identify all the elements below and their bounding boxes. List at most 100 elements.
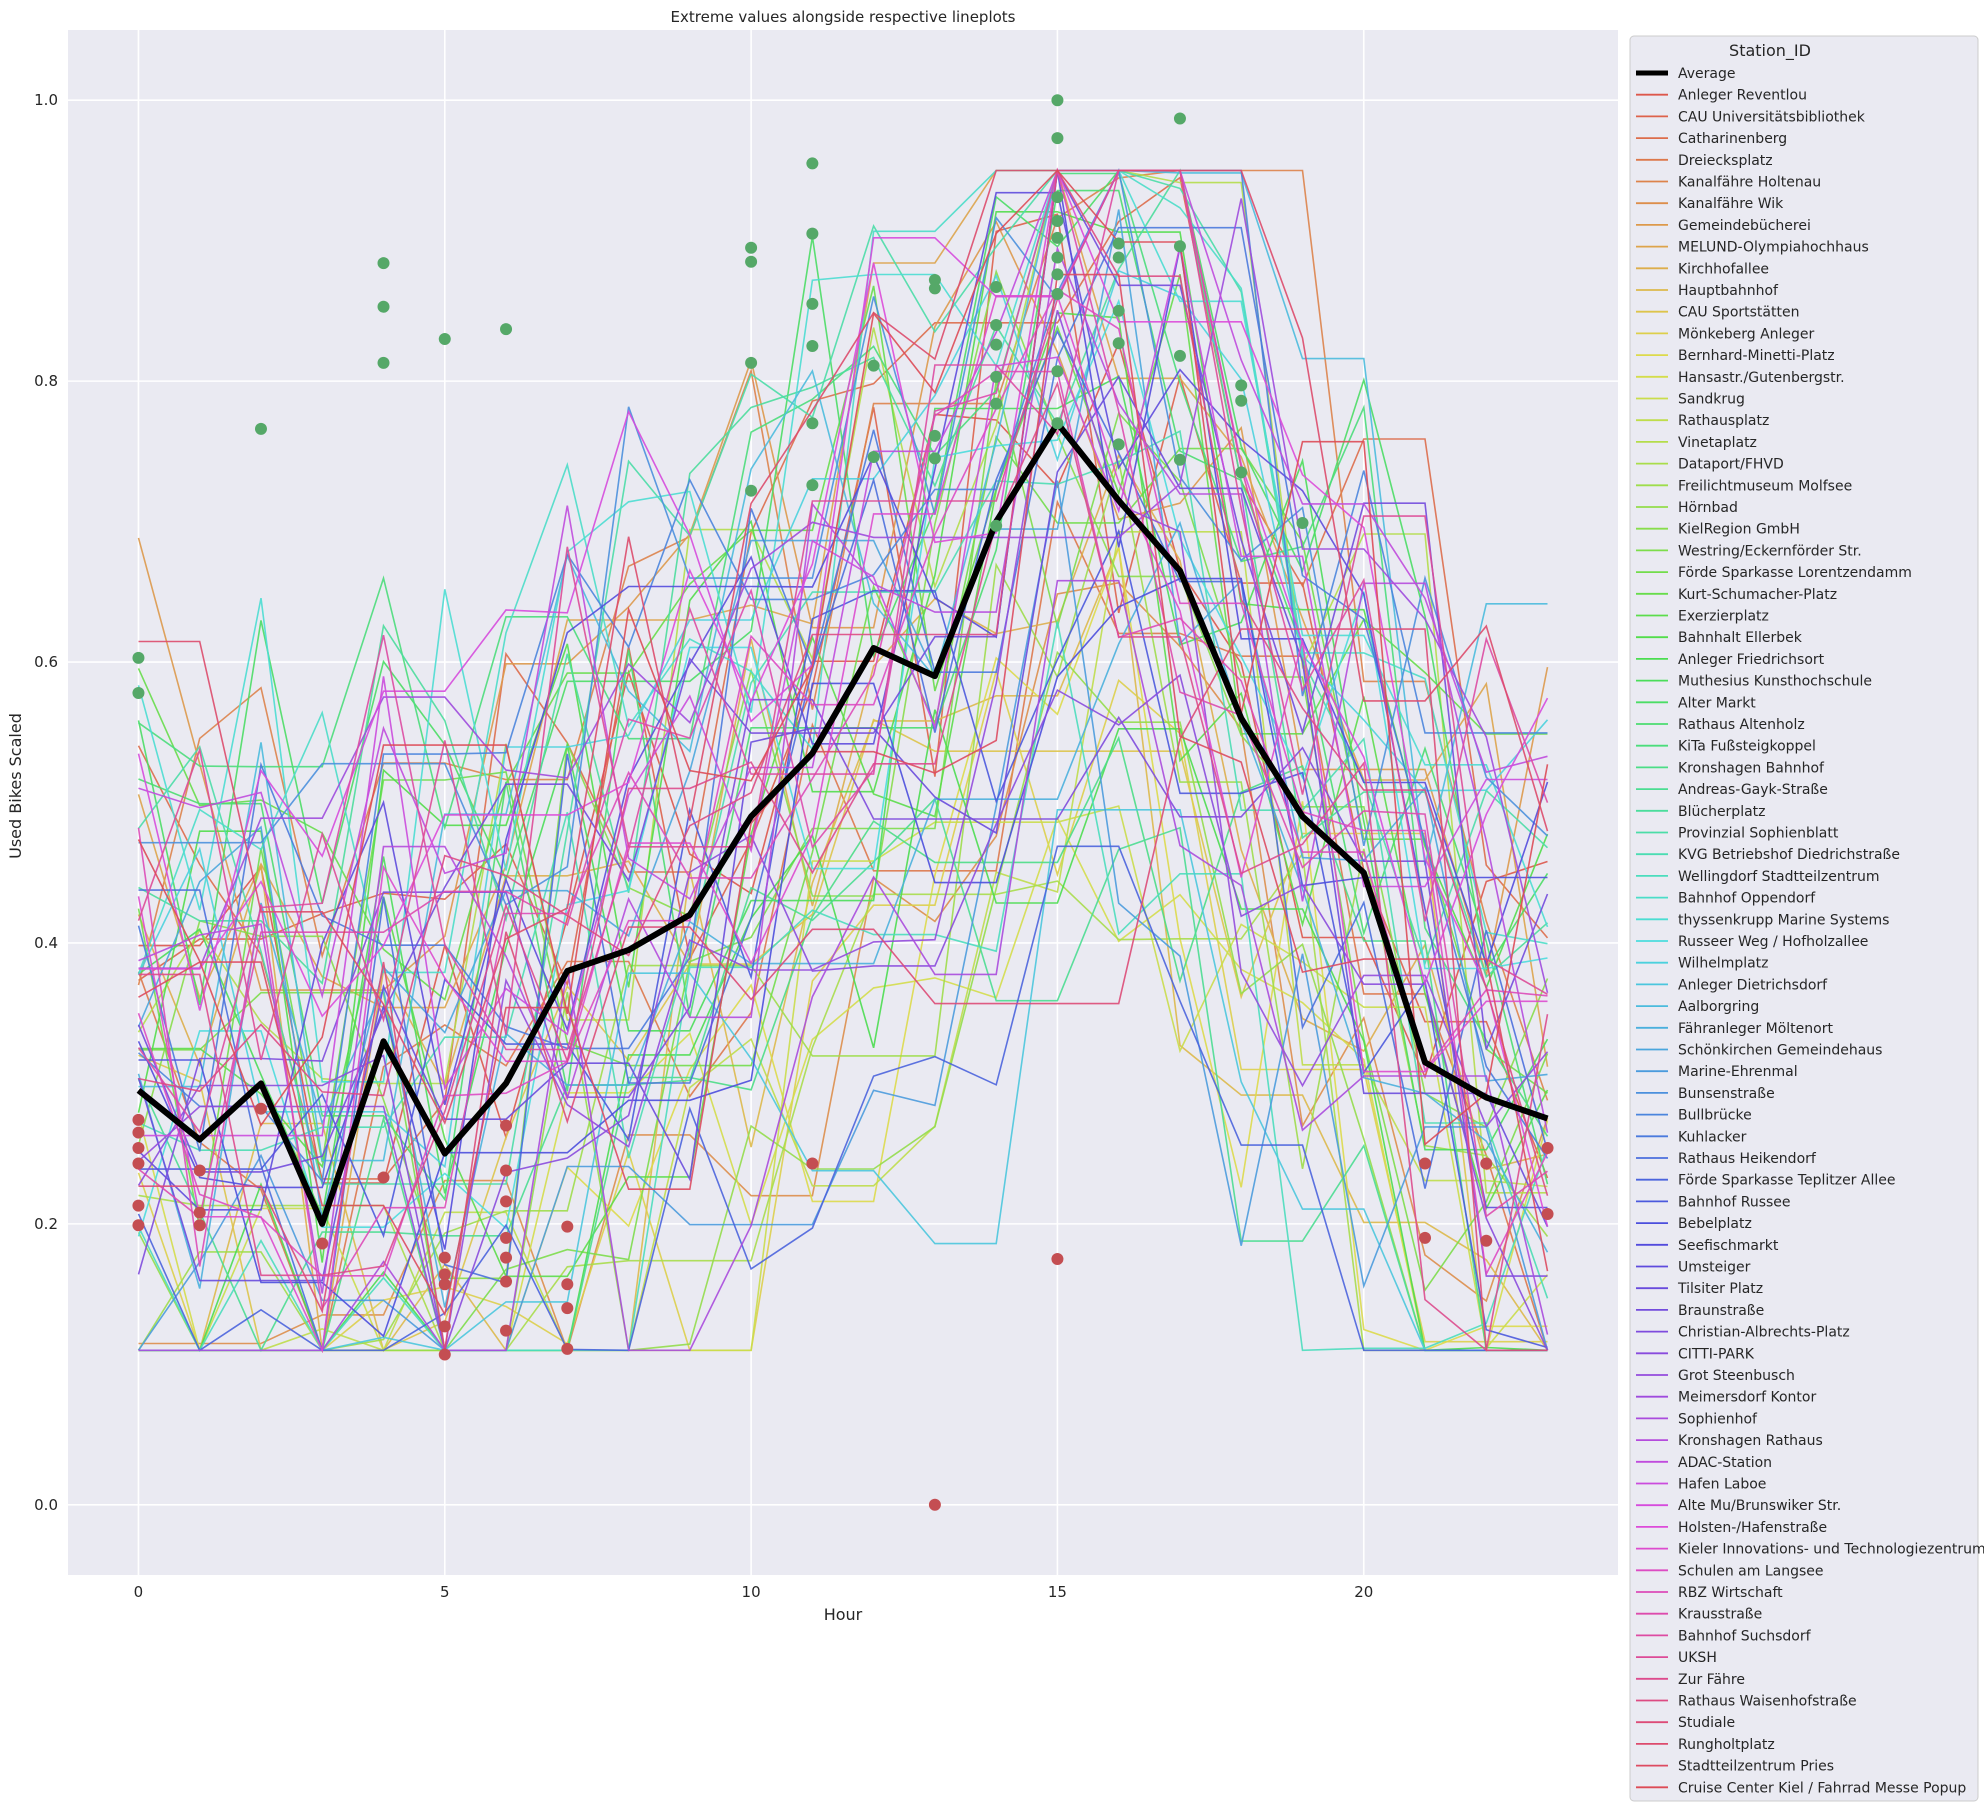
min-marker [1480, 1157, 1493, 1170]
legend-label: Anleger Dietrichsdorf [1678, 977, 1828, 993]
legend-label: Cruise Center Kiel / Fahrrad Messe Popup [1678, 1780, 1966, 1796]
legend-label: UKSH [1678, 1650, 1717, 1666]
max-marker [1051, 251, 1064, 264]
max-marker [1051, 94, 1064, 107]
max-marker [1051, 191, 1064, 204]
max-marker [1051, 288, 1064, 301]
min-marker [1541, 1142, 1554, 1155]
legend-label: Bunsenstraße [1678, 1086, 1775, 1102]
legend-label: Hansastr./Gutenbergstr. [1678, 370, 1845, 386]
station-line [137, 621, 1549, 1353]
legend-title: Station_ID [1729, 41, 1811, 61]
max-marker [745, 241, 758, 254]
legend-label: Studiale [1678, 1715, 1735, 1731]
station-line [137, 169, 1549, 1173]
legend-label: Schulen am Langsee [1678, 1563, 1823, 1579]
legend-label: Blücherplatz [1678, 804, 1766, 820]
min-marker [561, 1278, 574, 1291]
legend-label: Dataport/FHVD [1678, 457, 1784, 473]
legend-label: Alter Markt [1678, 695, 1756, 711]
legend-label: Alte Mu/Brunswiker Str. [1678, 1498, 1841, 1514]
legend-label: Kurt-Schumacher-Platz [1678, 587, 1837, 603]
legend-label: Grot Steenbusch [1678, 1368, 1795, 1384]
max-marker [132, 686, 145, 699]
legend-label: Anleger Reventlou [1678, 88, 1807, 104]
station-line [137, 169, 1549, 1146]
legend-label: CAU Universitätsbibliothek [1678, 109, 1866, 125]
station-line [137, 169, 1549, 1083]
legend-label: Bernhard-Minetti-Platz [1678, 348, 1835, 364]
max-marker [1173, 453, 1186, 466]
legend-label: Wellingdorf Stadtteilzentrum [1678, 869, 1879, 885]
max-marker [1112, 438, 1125, 451]
max-marker [1173, 349, 1186, 362]
min-marker [1419, 1157, 1432, 1170]
legend-label: Rathausplatz [1678, 413, 1769, 429]
legend-label: CAU Sportstätten [1678, 305, 1799, 321]
legend-label: Bahnhof Suchsdorf [1678, 1628, 1812, 1644]
max-marker [438, 333, 451, 345]
station-line [138, 167, 1549, 1227]
legend-label: Hafen Laboe [1678, 1477, 1766, 1493]
max-marker [806, 157, 819, 170]
station-line [137, 845, 1548, 1352]
legend-label: Zur Fähre [1678, 1672, 1745, 1688]
station-line [138, 167, 1548, 1219]
legend-label: Anleger Friedrichsort [1678, 652, 1825, 668]
legend-label: Kanalfähre Wik [1678, 196, 1784, 212]
y-tick-label: 1.0 [34, 91, 58, 109]
legend-label: Umsteiger [1678, 1260, 1751, 1276]
max-marker [377, 356, 390, 369]
station-line [138, 709, 1548, 1352]
legend-label: Russeer Weg / Hofholzallee [1678, 934, 1868, 950]
station-line [138, 168, 1549, 1196]
y-tick-label: 0.8 [34, 372, 58, 390]
max-marker [928, 274, 941, 287]
legend-label: Braunstraße [1678, 1303, 1764, 1319]
station-line [137, 226, 1549, 1159]
max-marker [1051, 132, 1064, 145]
max-marker [1051, 365, 1064, 378]
station-line [137, 673, 1549, 1354]
station-line [137, 295, 1548, 1354]
min-marker [500, 1231, 513, 1244]
station-lines [137, 167, 1549, 1354]
legend-label: Average [1678, 66, 1736, 82]
legend-label: Andreas-Gayk-Straße [1678, 782, 1828, 798]
min-marker [1051, 1252, 1064, 1265]
station-line [138, 169, 1548, 1000]
chart-title: Extreme values alongside respective line… [671, 8, 1016, 26]
max-marker [1235, 379, 1248, 392]
max-marker [377, 257, 390, 270]
legend-label: Seefischmarkt [1678, 1238, 1779, 1254]
legend-label: Kirchhofallee [1678, 261, 1769, 277]
min-marker [561, 1302, 574, 1315]
min-marker [438, 1320, 451, 1333]
legend-box [1629, 35, 1979, 1802]
min-marker [438, 1278, 451, 1291]
legend-label: Kieler Innovations- und Technologiezentr… [1678, 1542, 1984, 1558]
max-marker [132, 651, 145, 664]
min-marker [561, 1342, 574, 1355]
x-axis-label: Hour [824, 1605, 863, 1624]
legend: Station_ID Average Anleger Reventlou CAU U… [1629, 35, 1984, 1802]
station-line [138, 167, 1549, 906]
min-marker [193, 1219, 206, 1232]
average-line-group [136, 420, 1549, 1227]
max-marker [745, 356, 758, 369]
station-line [138, 329, 1549, 1351]
station-line [138, 169, 1549, 1125]
legend-label: Stadtteilzentrum Pries [1678, 1759, 1834, 1775]
min-marker [193, 1164, 206, 1177]
max-marker [1173, 112, 1186, 125]
legend-label: MELUND-Olympiahochhaus [1678, 240, 1869, 256]
station-line [137, 434, 1548, 1229]
min-marker [132, 1157, 145, 1170]
station-line [138, 245, 1549, 1294]
station-line [138, 245, 1548, 1137]
max-marker [1112, 251, 1125, 264]
legend-label: thyssenkrupp Marine Systems [1678, 912, 1889, 928]
legend-label: Mönkeberg Anleger [1678, 326, 1815, 342]
max-marker [1112, 237, 1125, 250]
